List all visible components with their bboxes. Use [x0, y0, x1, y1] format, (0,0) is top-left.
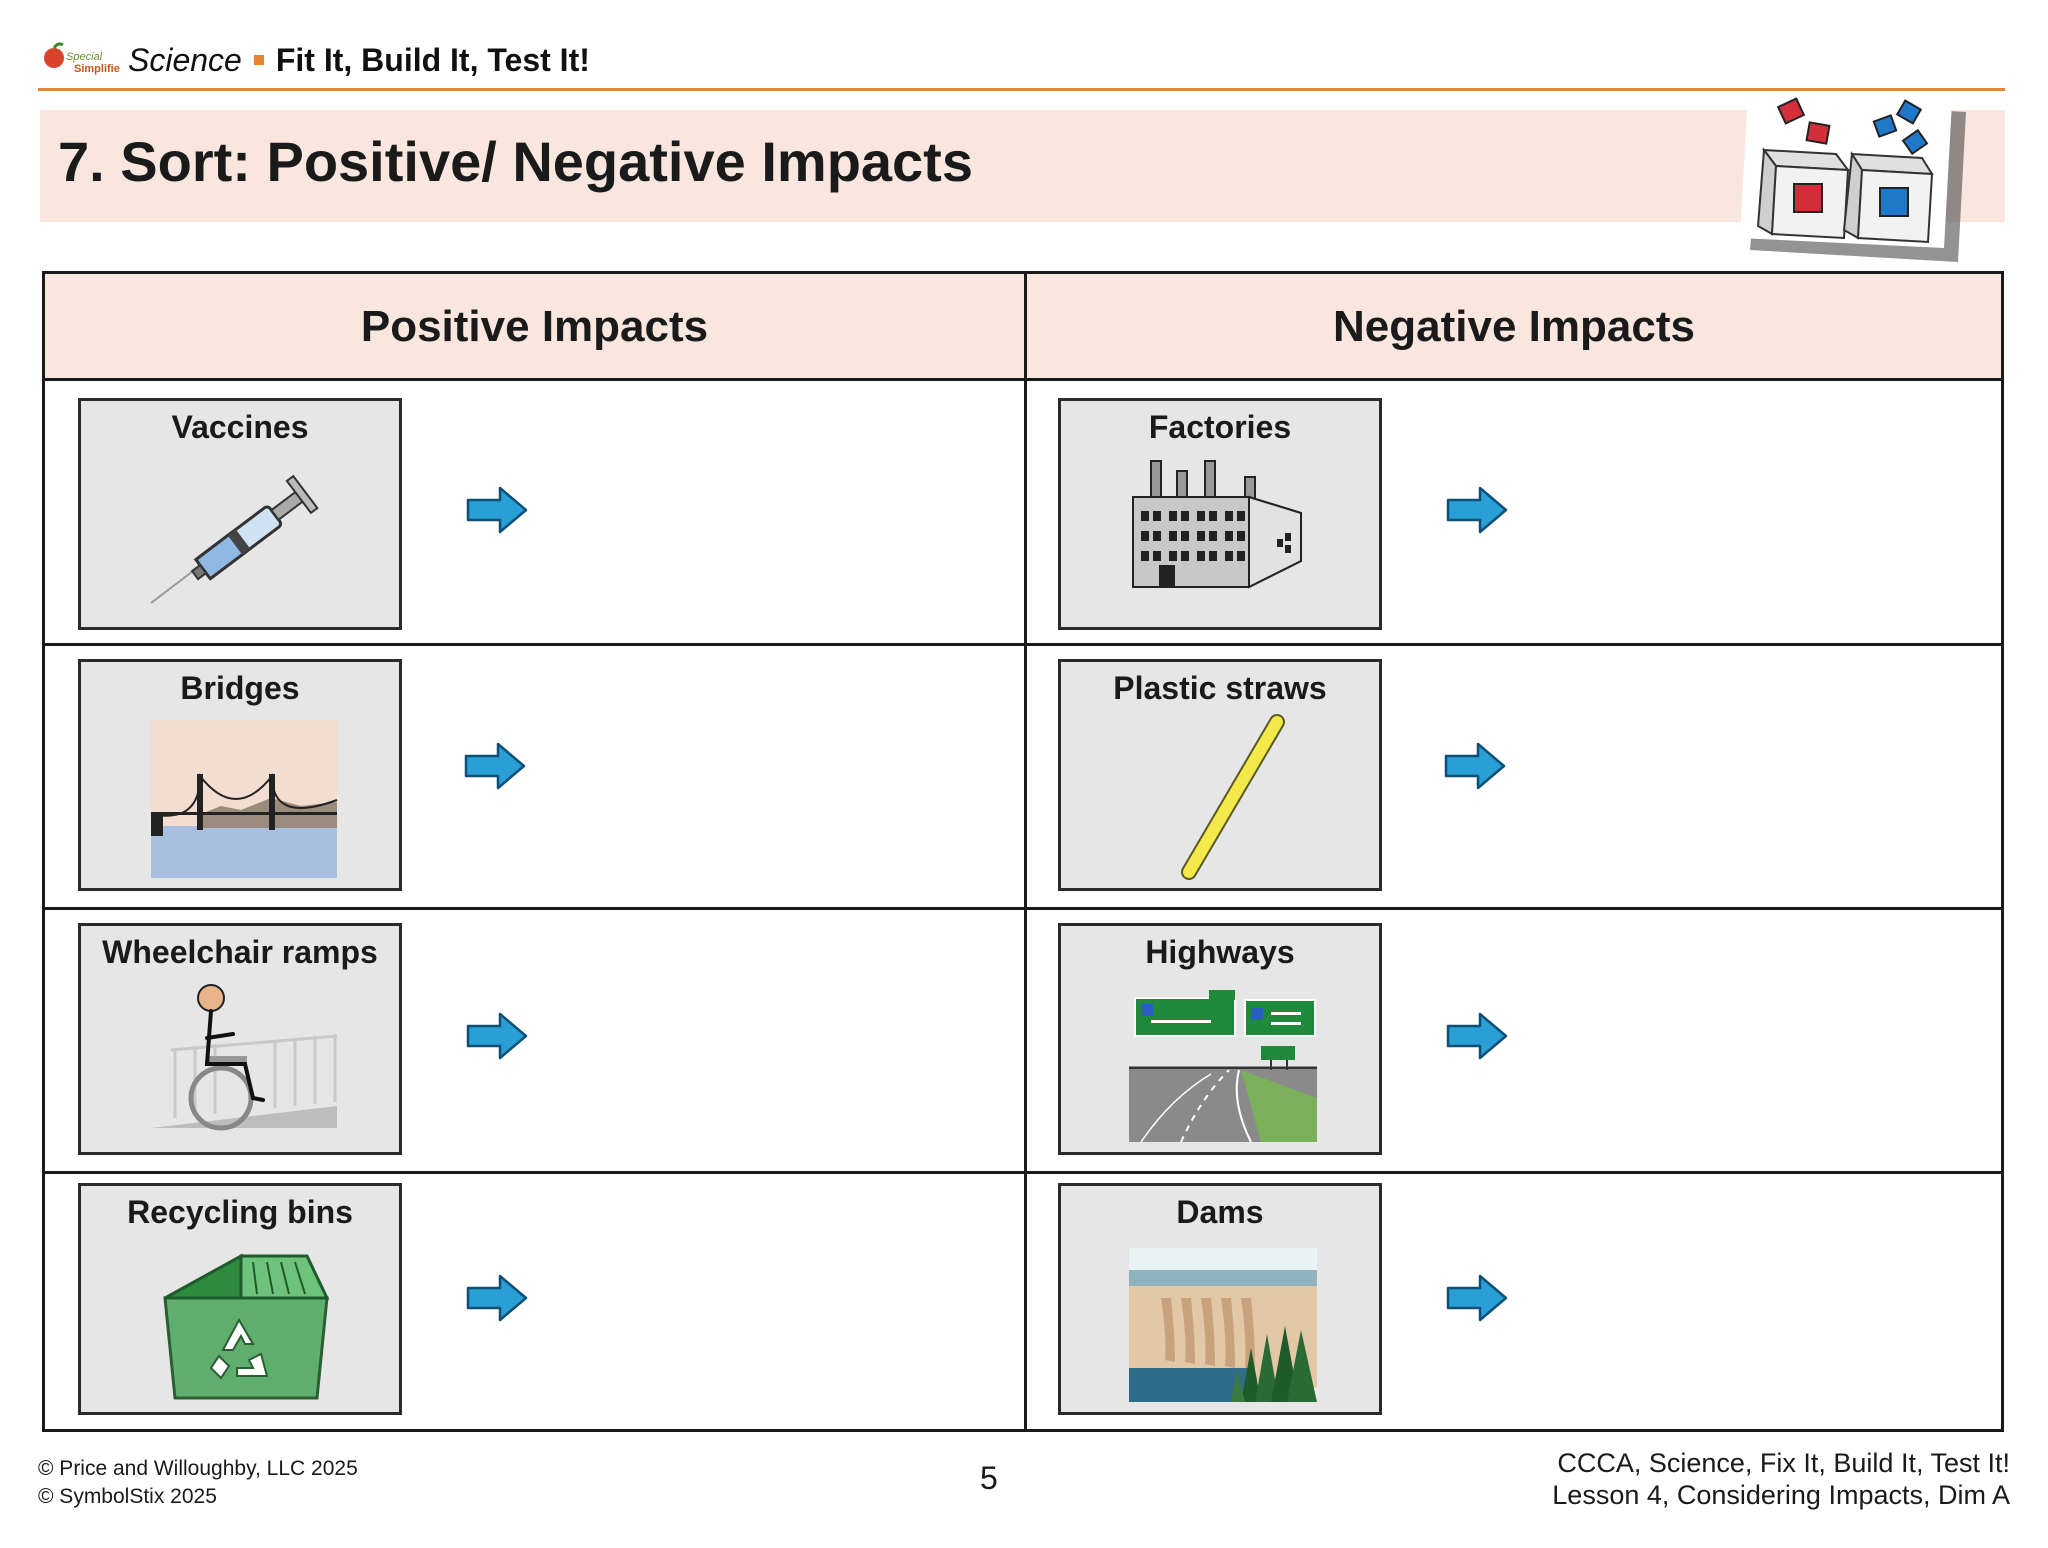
- card-recycling-bins[interactable]: Recycling bins: [78, 1183, 402, 1415]
- arrow-right-icon: [1444, 742, 1506, 790]
- subject-label: Science: [128, 41, 242, 78]
- arrow-right-icon: [1446, 1012, 1508, 1060]
- lesson-line: Lesson 4, Considering Impacts, Dim A: [1552, 1480, 2010, 1510]
- card-factories[interactable]: Factories: [1058, 398, 1382, 630]
- card-label: Highways: [1145, 934, 1295, 970]
- arrow-right-icon: [466, 486, 528, 534]
- row-divider: [45, 907, 2001, 910]
- card-label: Plastic straws: [1113, 670, 1327, 706]
- wheelchair-ramp-icon: [151, 984, 338, 1131]
- row-divider: [45, 378, 2001, 381]
- column-divider: [1024, 274, 1027, 1429]
- card-label: Factories: [1148, 409, 1292, 445]
- card-dams[interactable]: Dams: [1058, 1183, 1382, 1415]
- title-bar: [40, 110, 2005, 222]
- page-number: 5: [980, 1460, 998, 1496]
- copyright-line: © SymbolStix 2025: [38, 1485, 217, 1508]
- card-highways[interactable]: Highways: [1058, 923, 1382, 1155]
- bridge-photo: [150, 720, 338, 878]
- special-ed-simplified-logo: Special Simplified: [44, 42, 120, 75]
- header: Special Simplified Science Fit It, Build…: [40, 38, 590, 82]
- card-label: Bridges: [180, 670, 300, 706]
- negative-impacts-header: Negative Impacts: [1027, 274, 2001, 379]
- copyright-line: © Price and Willoughby, LLC 2025: [38, 1457, 358, 1480]
- row-divider: [45, 643, 2001, 646]
- footer-course-info: CCCA, Science, Fix It, Build It, Test It…: [1552, 1447, 2010, 1511]
- highway-icon: [1129, 990, 1317, 1143]
- card-label: Wheelchair ramps: [102, 934, 378, 970]
- factory-icon: [1132, 460, 1302, 589]
- separator-square: [253, 55, 264, 65]
- unit-title: Fit It, Build It, Test It!: [275, 41, 590, 78]
- card-bridges[interactable]: Bridges: [78, 659, 402, 891]
- positive-impacts-header: Positive Impacts: [45, 274, 1024, 379]
- card-vaccines[interactable]: Vaccines: [78, 398, 402, 630]
- recycling-bin-icon: [163, 1253, 330, 1400]
- arrow-right-icon: [466, 1012, 528, 1060]
- card-label: Dams: [1176, 1194, 1264, 1230]
- footer-copyright: © Price and Willoughby, LLC 2025 © Symbo…: [38, 1455, 358, 1511]
- syringe-icon: [150, 474, 319, 604]
- arrow-right-icon: [464, 742, 526, 790]
- card-label: Vaccines: [171, 409, 309, 445]
- arrow-right-icon: [1446, 1274, 1508, 1322]
- page-title: 7. Sort: Positive/ Negative Impacts: [58, 130, 973, 193]
- svg-text:Simplified: Simplified: [74, 63, 120, 75]
- course-line: CCCA, Science, Fix It, Build It, Test It…: [1557, 1448, 2010, 1478]
- sort-table: Positive Impacts Negative Impacts: [42, 271, 2004, 1432]
- card-plastic-straws[interactable]: Plastic straws: [1058, 659, 1382, 891]
- straw-icon: [1181, 714, 1285, 880]
- arrow-right-icon: [466, 1274, 528, 1322]
- arrow-right-icon: [1446, 486, 1508, 534]
- row-divider: [45, 1171, 2001, 1174]
- svg-text:Special: Special: [66, 51, 103, 63]
- dam-photo: [1129, 1248, 1317, 1402]
- header-rule: [38, 88, 2005, 91]
- sorting-bins-icon: [1740, 92, 1966, 262]
- card-label: Recycling bins: [127, 1194, 353, 1230]
- card-wheelchair-ramps[interactable]: Wheelchair ramps: [78, 923, 402, 1155]
